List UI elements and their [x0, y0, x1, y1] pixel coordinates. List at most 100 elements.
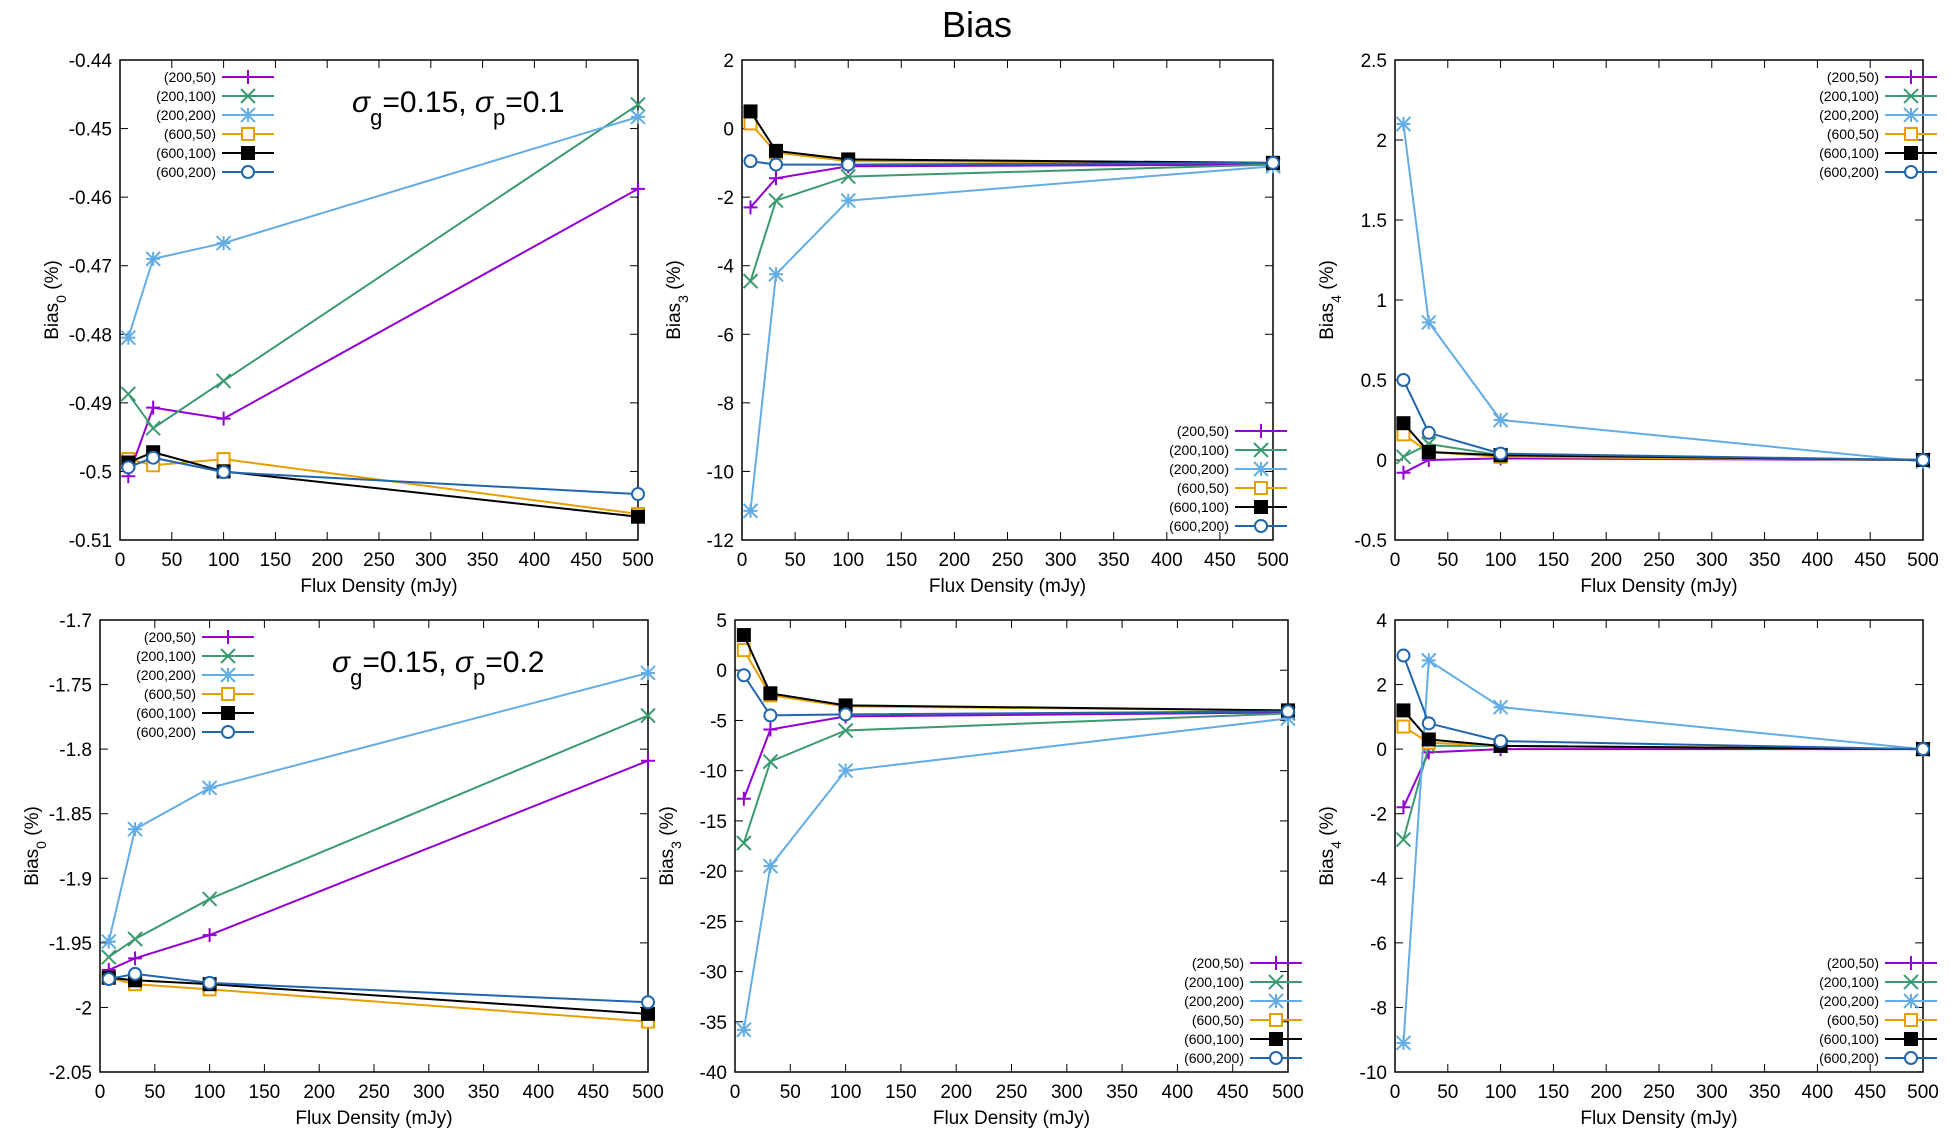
y-tick-label: -20 [700, 862, 727, 883]
y-tick-label: -1.7 [59, 611, 92, 632]
y-tick-label: -0.45 [69, 120, 112, 141]
legend-label: (600,200) [136, 724, 196, 740]
series-line-600-200 [1402, 379, 1924, 461]
data-point [762, 858, 779, 874]
y-tick-label: -2 [717, 188, 734, 209]
y-axis-label: Bias0 (%) [42, 260, 69, 340]
x-tick-label: 150 [885, 1082, 917, 1103]
legend-marker [240, 88, 256, 104]
legend-marker [1903, 107, 1919, 123]
legend-marker [1268, 974, 1284, 990]
data-point [763, 686, 778, 701]
y-tick-label: 0 [1376, 740, 1387, 761]
x-tick-label: 0 [1390, 1082, 1401, 1103]
data-point [837, 722, 854, 739]
legend-marker [1904, 127, 1918, 141]
x-axis-label: Flux Density (mJy) [1580, 1108, 1737, 1129]
sigma-annotation: σg=0.15, σp=0.1 [352, 86, 565, 130]
data-point [1395, 116, 1412, 132]
y-tick-label: -10 [707, 462, 734, 483]
data-point [630, 96, 646, 113]
x-tick-label: 200 [311, 550, 343, 571]
y-tick-label: -1.85 [49, 805, 92, 826]
legend-marker [221, 706, 235, 720]
x-tick-label: 450 [577, 1082, 609, 1103]
y-tick-label: -25 [700, 912, 727, 933]
y-tick-label: 0 [1376, 451, 1387, 472]
y-tick-label: 0.5 [1361, 371, 1387, 392]
y-tick-label: -1.75 [49, 676, 92, 697]
series-line-200-200 [1402, 123, 1924, 463]
legend-label: (200,100) [136, 648, 196, 664]
y-tick-label: -40 [700, 1063, 727, 1084]
legend-marker [220, 648, 236, 664]
y-tick-label: -4 [1370, 869, 1387, 890]
series-line-600-100 [127, 451, 639, 518]
x-axis-label: Flux Density (mJy) [933, 1108, 1090, 1129]
legend-marker [1254, 519, 1268, 533]
data-point [1492, 699, 1509, 715]
legend-label: (200,200) [1819, 993, 1879, 1009]
legend-marker [1254, 500, 1268, 514]
sigma-annotation: σg=0.15, σp=0.2 [332, 646, 545, 690]
data-point [146, 450, 161, 465]
legend: (200,50) (200,100) (200,200) (600,50) (600,1… [1819, 69, 1937, 180]
data-point [146, 400, 161, 415]
y-tick-label: 2 [1376, 676, 1387, 697]
series-line-600-50 [1402, 725, 1924, 751]
legend-label: (600,100) [1184, 1031, 1244, 1047]
series-line-600-100 [108, 976, 649, 1015]
x-tick-label: 350 [468, 1082, 500, 1103]
data-point [640, 665, 656, 681]
data-point [838, 707, 853, 722]
legend: (200,50) (200,100) (200,200) (600,50) (600,1… [1819, 955, 1937, 1066]
y-tick-label: 0 [716, 661, 727, 682]
y-tick-label: 4 [1376, 611, 1387, 632]
data-point [840, 192, 856, 209]
legend-label: (600,200) [1819, 164, 1879, 180]
legend-label: (600,200) [1169, 518, 1229, 534]
data-point [1493, 734, 1508, 749]
data-point [840, 168, 856, 185]
x-axis-label: Flux Density (mJy) [300, 576, 457, 597]
data-point [215, 373, 232, 389]
legend-label: (200,200) [136, 667, 196, 683]
legend-label: (600,200) [1184, 1050, 1244, 1066]
x-tick-label: 0 [95, 1082, 106, 1103]
legend-label: (200,100) [1184, 974, 1244, 990]
data-point [641, 995, 655, 1010]
legend-label: (200,100) [156, 88, 216, 104]
y-axis-label: Bias4 (%) [1317, 260, 1344, 340]
x-tick-label: 300 [1696, 1082, 1728, 1103]
legend-marker [1903, 88, 1919, 104]
y-tick-label: 0 [723, 120, 734, 141]
legend-marker [1904, 1032, 1918, 1046]
y-axis-label: Bias4 (%) [1317, 806, 1344, 886]
x-tick-label: 400 [523, 1082, 555, 1103]
data-point [202, 975, 217, 990]
x-tick-label: 150 [1538, 550, 1570, 571]
legend-marker [1254, 481, 1268, 495]
data-point [1395, 831, 1412, 848]
y-tick-label: -1.8 [59, 740, 92, 761]
x-tick-label: 50 [780, 1082, 801, 1103]
data-point [743, 154, 758, 169]
legend-label: (200,50) [1827, 69, 1879, 85]
series-line-200-100 [127, 103, 639, 430]
x-tick-label: 50 [144, 1082, 165, 1103]
data-point [127, 821, 143, 837]
series-line-200-200 [1402, 658, 1924, 1044]
data-point [1281, 704, 1295, 719]
series-line-200-50 [108, 759, 649, 971]
legend-marker [1904, 70, 1918, 84]
legend-label: (600,100) [1819, 1031, 1879, 1047]
x-tick-label: 50 [161, 550, 182, 571]
legend-label: (200,50) [1827, 955, 1879, 971]
legend-label: (200,200) [156, 107, 216, 123]
y-tick-label: -10 [700, 762, 727, 783]
legend-label: (600,200) [156, 164, 216, 180]
series-line-200-100 [749, 163, 1274, 282]
data-point [1421, 716, 1436, 731]
y-axis-label: Bias3 (%) [664, 260, 691, 340]
y-tick-label: -30 [700, 963, 727, 984]
